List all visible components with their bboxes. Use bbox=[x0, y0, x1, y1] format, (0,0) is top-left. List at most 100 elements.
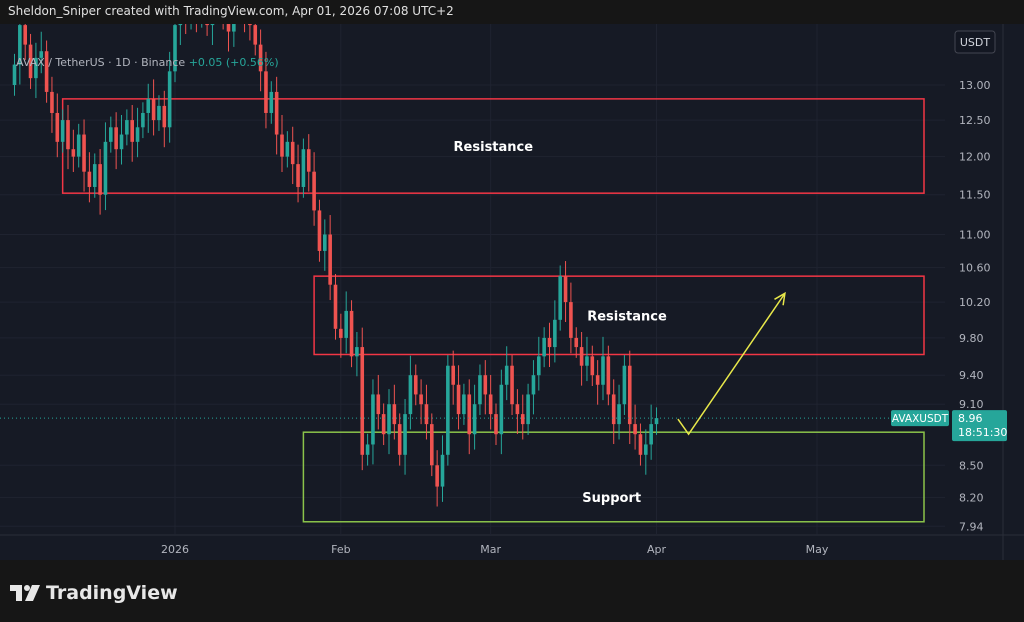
candle bbox=[162, 90, 167, 148]
candle-body bbox=[269, 91, 274, 113]
candle-body bbox=[44, 51, 49, 92]
candle-body bbox=[109, 127, 113, 142]
candle-body bbox=[611, 394, 616, 425]
candle-body bbox=[173, 25, 177, 72]
candle bbox=[601, 336, 605, 401]
candle-body bbox=[119, 134, 124, 150]
tradingview-logo[interactable]: TradingView bbox=[10, 582, 178, 604]
candle bbox=[654, 407, 659, 435]
candle-body bbox=[355, 347, 359, 357]
candle bbox=[264, 51, 268, 129]
candle bbox=[446, 355, 450, 466]
candle bbox=[344, 291, 348, 354]
y-tick-label: 13.00 bbox=[959, 79, 991, 92]
candle bbox=[269, 81, 274, 124]
candle bbox=[285, 131, 290, 168]
candle bbox=[483, 360, 488, 415]
candle bbox=[397, 413, 402, 466]
symbol-legend: AVAX / TetherUS · 1D · Binance +0.05 (+0… bbox=[16, 56, 279, 69]
candle-body bbox=[478, 375, 482, 405]
y-tick-label: 9.10 bbox=[959, 398, 984, 411]
candle-body bbox=[392, 404, 397, 425]
y-tick-label: 11.00 bbox=[959, 229, 991, 242]
candle-body bbox=[135, 127, 140, 142]
candle-body bbox=[125, 120, 129, 135]
candle-body bbox=[12, 64, 17, 85]
candle bbox=[376, 374, 381, 430]
candle bbox=[141, 102, 145, 139]
candle-body bbox=[515, 404, 520, 415]
candle-body bbox=[66, 120, 70, 150]
support-label: Support bbox=[582, 491, 641, 506]
candle-body bbox=[504, 365, 509, 385]
x-tick-label: Feb bbox=[331, 543, 350, 556]
candle bbox=[387, 389, 391, 455]
candle-body bbox=[205, 0, 209, 26]
symbol-label: AVAX / TetherUS · 1D · Binance bbox=[16, 56, 186, 69]
candle-body bbox=[274, 91, 279, 135]
candle-body bbox=[403, 414, 407, 455]
candle bbox=[611, 379, 616, 445]
candle-body bbox=[253, 25, 258, 45]
resistance-label: Resistance bbox=[454, 140, 534, 155]
candle-body bbox=[376, 394, 381, 415]
candle bbox=[520, 394, 525, 440]
brand-name: TradingView bbox=[46, 582, 178, 604]
candle bbox=[301, 138, 306, 198]
candle-body bbox=[446, 365, 450, 455]
last-price-tag bbox=[952, 410, 1007, 442]
candle-body bbox=[114, 127, 118, 150]
candle bbox=[39, 31, 44, 74]
candle-body bbox=[82, 134, 86, 172]
candle-body bbox=[76, 134, 81, 157]
candle bbox=[333, 274, 338, 340]
candle bbox=[595, 360, 600, 405]
candle bbox=[71, 129, 76, 172]
candle-body bbox=[167, 71, 172, 128]
candle bbox=[114, 112, 118, 170]
candle bbox=[82, 119, 86, 192]
candle bbox=[451, 350, 455, 405]
x-tick-label: Apr bbox=[647, 543, 667, 556]
candle bbox=[569, 282, 573, 354]
candle-body bbox=[39, 51, 44, 58]
candlestick-chart[interactable]: 13.00 12.50 12.00 11.50 11.00 10.60 10.20 9.80 9… bbox=[0, 0, 1024, 560]
candle-body bbox=[18, 25, 22, 65]
candle bbox=[119, 115, 124, 165]
candle-body bbox=[579, 347, 584, 366]
candle bbox=[365, 433, 370, 466]
tv-logo-icon bbox=[10, 585, 40, 601]
candle-body bbox=[590, 356, 595, 376]
y-tick-label: 12.00 bbox=[959, 151, 991, 164]
candle-body bbox=[563, 276, 568, 303]
candle bbox=[547, 322, 552, 367]
candle bbox=[392, 384, 397, 440]
candle-body bbox=[526, 394, 530, 425]
candle bbox=[617, 384, 621, 440]
candle bbox=[317, 199, 322, 262]
candle-body bbox=[333, 284, 338, 329]
candle-body bbox=[633, 424, 637, 435]
candle bbox=[633, 404, 637, 450]
candle-body bbox=[585, 356, 589, 366]
candle bbox=[44, 40, 49, 103]
candle-body bbox=[344, 310, 348, 338]
candle-body bbox=[60, 120, 65, 142]
candle-body bbox=[558, 276, 562, 320]
candle-body bbox=[34, 57, 38, 79]
candle bbox=[435, 450, 439, 507]
candle-body bbox=[28, 44, 33, 79]
chart-area[interactable]: 13.00 12.50 12.00 11.50 11.00 10.60 10.20 9.80 9… bbox=[0, 0, 1024, 560]
candle bbox=[430, 413, 434, 477]
candle bbox=[494, 403, 498, 446]
candle-body bbox=[130, 120, 134, 142]
currency-button[interactable] bbox=[954, 30, 996, 54]
countdown-value: 18:51:30 bbox=[958, 426, 1007, 439]
candle-body bbox=[365, 444, 370, 455]
candle-body bbox=[435, 465, 439, 487]
currency-button-label: USDT bbox=[960, 36, 991, 49]
candle bbox=[510, 355, 514, 416]
candle bbox=[638, 423, 643, 466]
candle-body bbox=[371, 394, 375, 445]
candle bbox=[296, 144, 300, 203]
